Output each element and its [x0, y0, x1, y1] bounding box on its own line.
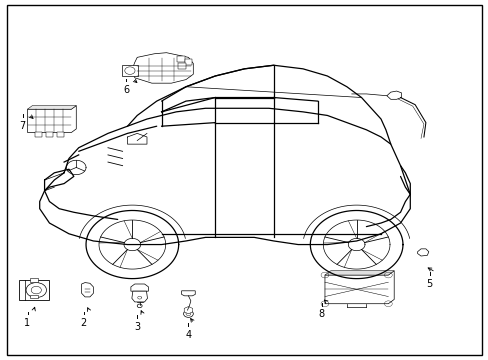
Text: 5: 5: [426, 279, 432, 289]
Text: 6: 6: [123, 85, 129, 95]
Polygon shape: [131, 284, 148, 291]
Bar: [178, 63, 185, 69]
Bar: [122, 65, 138, 76]
Text: 3: 3: [134, 321, 140, 332]
Text: 7: 7: [20, 121, 26, 131]
Polygon shape: [325, 271, 393, 304]
Text: 8: 8: [318, 309, 324, 319]
Bar: [46, 132, 53, 137]
Bar: [177, 56, 184, 62]
Polygon shape: [417, 249, 428, 256]
Polygon shape: [27, 105, 76, 109]
Polygon shape: [184, 307, 192, 314]
Polygon shape: [132, 53, 193, 83]
Bar: [30, 278, 38, 282]
Bar: [57, 132, 64, 137]
Text: 4: 4: [185, 330, 191, 340]
Polygon shape: [132, 291, 147, 302]
Polygon shape: [27, 105, 76, 132]
Text: 2: 2: [81, 318, 86, 328]
Text: 1: 1: [24, 318, 31, 328]
FancyBboxPatch shape: [19, 280, 49, 300]
Bar: [35, 132, 42, 137]
Bar: [184, 59, 192, 64]
Bar: [30, 294, 38, 298]
Polygon shape: [181, 291, 195, 296]
Polygon shape: [386, 91, 401, 99]
Polygon shape: [325, 271, 393, 275]
Polygon shape: [81, 283, 93, 297]
